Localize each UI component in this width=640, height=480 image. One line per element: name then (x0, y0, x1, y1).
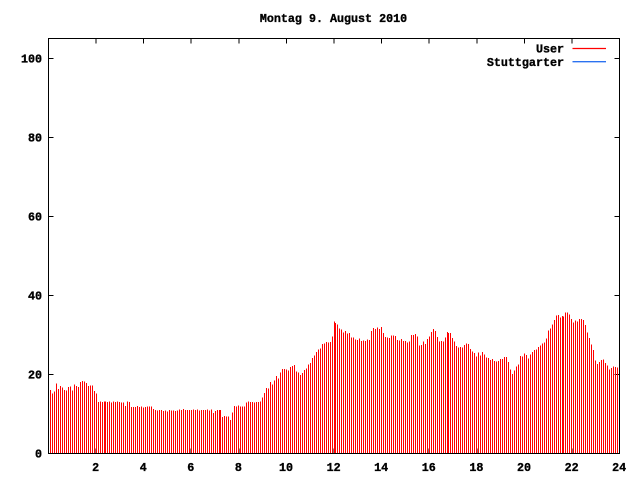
svg-text:100: 100 (21, 53, 42, 67)
svg-text:80: 80 (28, 132, 42, 146)
svg-text:60: 60 (28, 211, 42, 225)
svg-text:16: 16 (422, 461, 436, 475)
svg-text:20: 20 (517, 461, 531, 475)
svg-text:User: User (536, 43, 564, 57)
svg-text:Montag 9. August 2010: Montag 9. August 2010 (260, 12, 407, 26)
svg-text:12: 12 (327, 461, 341, 475)
svg-text:40: 40 (28, 290, 42, 304)
svg-text:Stuttgarter: Stuttgarter (487, 56, 564, 70)
svg-text:0: 0 (35, 448, 42, 462)
svg-text:8: 8 (235, 461, 242, 475)
svg-text:2: 2 (92, 461, 99, 475)
svg-text:14: 14 (374, 461, 388, 475)
svg-text:20: 20 (28, 369, 42, 383)
svg-text:22: 22 (565, 461, 579, 475)
svg-text:18: 18 (469, 461, 483, 475)
svg-text:10: 10 (279, 461, 293, 475)
svg-text:6: 6 (187, 461, 194, 475)
svg-text:24: 24 (612, 461, 626, 475)
svg-text:4: 4 (140, 461, 147, 475)
